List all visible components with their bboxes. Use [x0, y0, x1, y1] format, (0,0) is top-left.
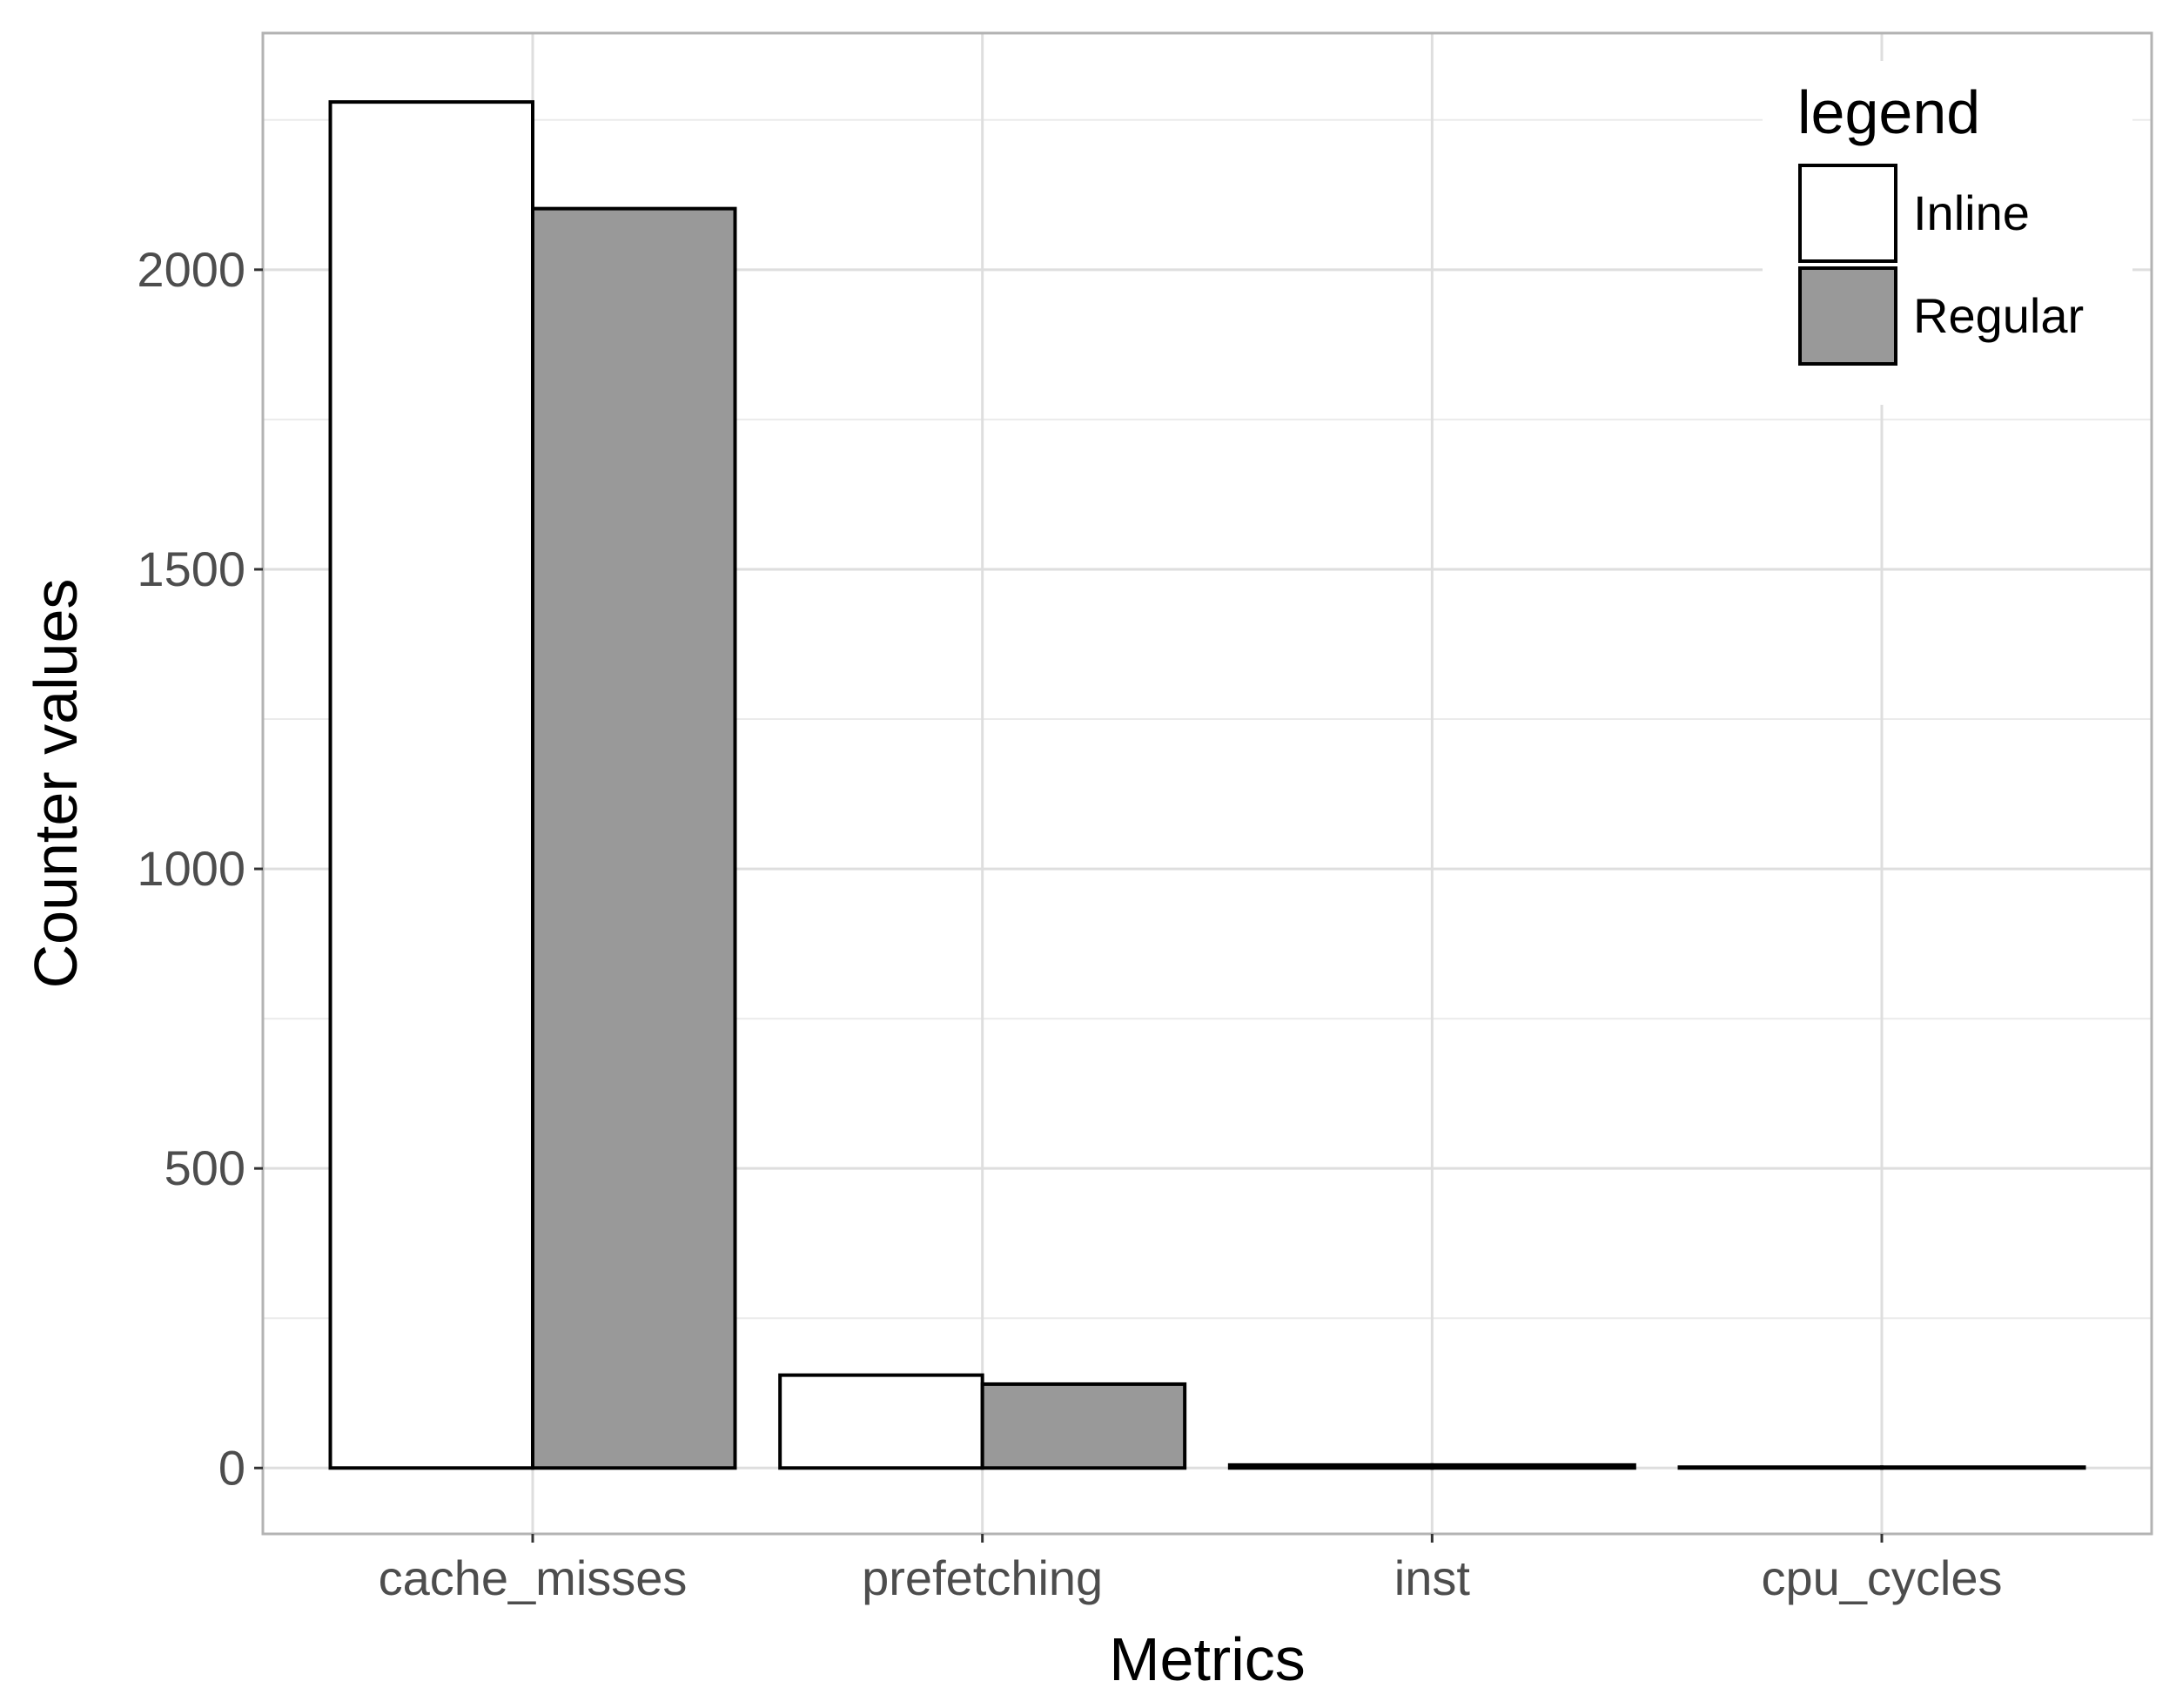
- legend-label-inline: Inline: [1913, 185, 2030, 240]
- legend-label-regular: Regular: [1913, 288, 2084, 343]
- bar-regular-cpu_cycles: [1880, 1465, 2086, 1470]
- bar-regular-cache_misses: [531, 206, 737, 1470]
- y-tick-label: 0: [218, 1440, 245, 1495]
- x-tick-label: prefetching: [862, 1550, 1103, 1605]
- y-axis-title: Counter values: [22, 579, 90, 989]
- bars: [328, 100, 2086, 1470]
- panel-border: [261, 31, 2153, 1536]
- x-tick-label: cpu_cycles: [1761, 1550, 2002, 1605]
- y-axis: 0 500 1000 1500 2000: [137, 242, 263, 1495]
- x-tick-label: cache_misses: [379, 1550, 688, 1605]
- y-tick-label: 2000: [137, 242, 245, 297]
- x-axis-title: Metrics: [1109, 1625, 1306, 1693]
- y-tick-label: 1500: [137, 541, 245, 596]
- bar-inline-cache_misses: [328, 100, 534, 1470]
- bar-inline-prefetching: [778, 1373, 984, 1470]
- bar-regular-inst: [1430, 1463, 1636, 1470]
- legend-title: legend: [1797, 78, 1980, 146]
- legend: legend Inline Regular: [1763, 61, 2132, 405]
- y-tick-label: 1000: [137, 841, 245, 896]
- legend-key-regular: [1798, 266, 1897, 366]
- bar-regular-prefetching: [980, 1382, 1187, 1470]
- x-tick-label: inst: [1394, 1550, 1471, 1605]
- y-tick-label: 500: [165, 1140, 245, 1195]
- x-axis: cache_misses prefetching inst cpu_cycles: [379, 1534, 2003, 1605]
- legend-key-inline: [1798, 164, 1897, 263]
- bar-inline-cpu_cycles: [1677, 1465, 1884, 1470]
- bar-inline-inst: [1227, 1463, 1434, 1470]
